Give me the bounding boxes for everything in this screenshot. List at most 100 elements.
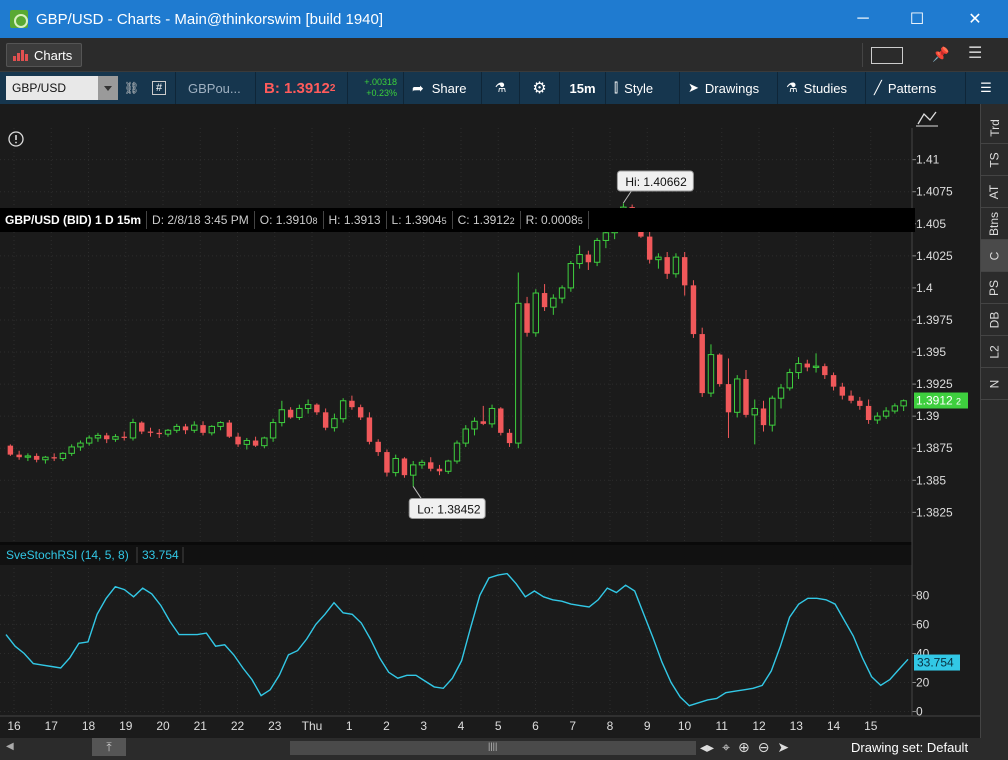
crosshair-icon[interactable]: ⌖ xyxy=(722,739,730,755)
settings-button[interactable]: ⚙ xyxy=(520,72,560,104)
zoom-in-icon[interactable]: ⊕ xyxy=(737,739,750,755)
share-button[interactable]: ➦ Share xyxy=(404,72,482,104)
chart-open: O: 1.39108 xyxy=(255,211,324,229)
side-tab-trd[interactable]: Trd xyxy=(981,112,1008,144)
candle-down xyxy=(357,404,364,421)
scroll-left-icon[interactable]: ◀ xyxy=(6,741,14,752)
last-price-subscript: 2 xyxy=(956,397,961,407)
drawing-set-label[interactable]: Drawing set: Default xyxy=(851,740,969,755)
high-label-box xyxy=(616,170,694,192)
minimize-icon: ─ xyxy=(857,10,869,27)
window-layout-button[interactable] xyxy=(862,43,910,67)
candle-body xyxy=(498,408,504,433)
candle-body xyxy=(891,405,899,412)
candle-up xyxy=(418,459,426,469)
pin-icon[interactable]: 📌 xyxy=(932,46,950,62)
side-tab-l2[interactable]: L2 xyxy=(981,336,1008,368)
patterns-label: Patterns xyxy=(887,80,937,96)
side-tab-btns[interactable]: Btns xyxy=(981,208,1008,240)
side-tab-ts[interactable]: TS xyxy=(981,144,1008,176)
minimize-button[interactable]: ─ xyxy=(840,0,886,38)
price-tick-label: 1.4075 xyxy=(916,185,953,199)
candle-down xyxy=(7,444,14,456)
charts-tab[interactable]: Charts xyxy=(6,43,82,67)
scroll-home-button[interactable]: ⤒ xyxy=(92,738,126,756)
chart-toolbar: GBP/USD ⛓ # GBPou... B: 1.3912 2 +.00318 … xyxy=(0,72,1008,104)
candle-up xyxy=(409,461,417,487)
candle-body xyxy=(339,400,347,420)
side-tab-ps[interactable]: PS xyxy=(981,272,1008,304)
expand-horizontal-icon[interactable]: ◂▸ xyxy=(700,739,715,755)
candle-down xyxy=(147,427,154,437)
drawings-button[interactable]: ➤ Drawings xyxy=(680,72,778,104)
aggregation-button[interactable]: 15m xyxy=(560,72,606,104)
style-button[interactable]: ⫿ Style xyxy=(606,72,680,104)
candle-body xyxy=(226,422,233,437)
candle-body xyxy=(804,363,811,368)
candle-body xyxy=(882,410,890,417)
zoom-out-icon[interactable]: ⊖ xyxy=(757,739,770,755)
candle-down xyxy=(16,450,22,460)
side-tab-c[interactable]: C xyxy=(981,240,1008,272)
candle-body xyxy=(59,452,67,459)
candle-up xyxy=(445,459,452,474)
side-tab-db[interactable]: DB xyxy=(981,304,1008,336)
symbol-input[interactable]: GBP/USD xyxy=(6,76,118,100)
candle-up xyxy=(882,407,890,419)
maximize-button[interactable]: ☐ xyxy=(894,0,940,38)
pointer-icon[interactable]: ➤ xyxy=(777,739,790,755)
candle-style-icon: ⫿ xyxy=(614,80,619,95)
studies-button[interactable]: ⚗ Studies xyxy=(778,72,866,104)
hamburger-menu-icon[interactable]: ☰ xyxy=(968,45,983,62)
candle-up xyxy=(296,404,303,421)
candle-up xyxy=(59,452,67,462)
studies-flask-icon: ⚗ xyxy=(786,80,798,95)
time-tick-label: 20 xyxy=(156,719,170,733)
side-tab-label: C xyxy=(987,251,1002,260)
patterns-button[interactable]: ╱ Patterns xyxy=(866,72,966,104)
candle-up xyxy=(515,272,522,449)
time-tick-label: 11 xyxy=(716,719,729,733)
link-icon[interactable]: ⛓ xyxy=(124,81,140,95)
candle-down xyxy=(156,428,162,438)
home-arrow-icon: ⤒ xyxy=(106,740,112,754)
candle-up xyxy=(900,399,907,412)
drawings-label: Drawings xyxy=(704,80,760,96)
candle-body xyxy=(112,436,119,440)
title-bar: GBP/USD - Charts - Main@thinkorswim [bui… xyxy=(0,0,1008,38)
candle-body xyxy=(681,257,688,286)
chart-canvas[interactable]: 1.411.40751.4051.40251.41.39751.3951.392… xyxy=(0,104,980,738)
grid-hash-button[interactable]: # xyxy=(146,72,176,104)
change-percent: +0.23% xyxy=(366,88,397,98)
candle-body xyxy=(751,407,758,416)
candle-up xyxy=(532,289,540,337)
side-tab-n[interactable]: N xyxy=(981,368,1008,400)
price-tick-label: 1.39 xyxy=(916,409,940,423)
candle-body xyxy=(830,375,837,387)
chart-info-bar: GBP/USD (BID) 1 D 15m D: 2/8/18 3:45 PM … xyxy=(0,208,915,232)
time-tick-label: 16 xyxy=(7,719,21,733)
symbol-dropdown-icon[interactable] xyxy=(98,76,118,100)
price-candles xyxy=(7,203,907,487)
candle-body xyxy=(147,431,154,433)
cursor-arrow-icon: ➤ xyxy=(688,80,699,95)
toolbar-menu-button[interactable]: ☰ xyxy=(966,72,1006,104)
low-value: L: 1.3904 xyxy=(391,213,442,227)
horizontal-scrollbar[interactable]: |||| xyxy=(290,741,696,755)
candle-down xyxy=(743,369,749,418)
chart-area[interactable]: 1.41 1.4075 1.405 1.4025 1.4 1.3975 1.395 1.392… xyxy=(0,104,980,738)
open-value: O: 1.3910 xyxy=(259,213,313,227)
time-tick-label: 2 xyxy=(383,719,390,733)
candle-body xyxy=(409,464,417,476)
side-tab-at[interactable]: AT xyxy=(981,176,1008,208)
candle-down xyxy=(699,327,705,397)
close-button[interactable]: ✕ xyxy=(952,0,998,38)
candle-body xyxy=(42,456,49,461)
menu-bar: Charts 📌 ☰ xyxy=(0,38,1008,72)
share-icon: ➦ xyxy=(412,79,424,96)
flask-button[interactable]: ⚗ xyxy=(482,72,520,104)
candle-up xyxy=(191,421,198,433)
time-tick-label: 17 xyxy=(45,719,59,733)
candle-down xyxy=(585,250,592,270)
candle-up xyxy=(672,253,680,278)
